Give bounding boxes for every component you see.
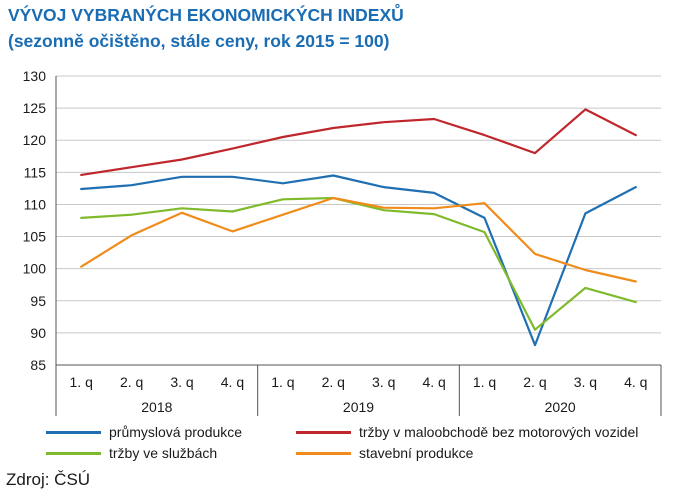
x-tick-label: 3. q <box>170 374 193 390</box>
y-tick-label: 120 <box>23 132 47 148</box>
y-tick-label: 125 <box>23 100 47 116</box>
x-tick-label: 4. q <box>221 374 244 390</box>
x-tick-label: 4. q <box>624 374 647 390</box>
y-tick-label: 100 <box>23 261 47 277</box>
y-tick-label: 90 <box>30 325 46 341</box>
x-tick-label: 3. q <box>372 374 395 390</box>
x-tick-label: 1. q <box>271 374 294 390</box>
legend-item-trzby-sluzby: tržby ve službách <box>46 445 217 461</box>
series-line <box>80 196 637 331</box>
legend-label: průmyslová produkce <box>109 424 243 440</box>
chart-title: VÝVOJ VYBRANÝCH EKONOMICKÝCH INDEXŮ <box>8 5 404 25</box>
x-tick-label: 2. q <box>120 374 143 390</box>
line-chart: 85 90 95 100 105 110 115 120 125 130 2018 2019 2020 1… <box>23 68 662 416</box>
legend-swatch <box>296 430 351 434</box>
y-tick-label: 95 <box>30 293 46 309</box>
legend-label: stavební produkce <box>359 445 474 461</box>
legend-item-prumyslova-produkce: průmyslová produkce <box>46 424 242 440</box>
y-tick-label: 130 <box>23 68 47 84</box>
legend-swatch <box>296 451 351 455</box>
y-tick-label: 85 <box>30 357 46 373</box>
x-group-label: 2019 <box>343 399 374 415</box>
legend-item-stavebni-produkce: stavební produkce <box>296 445 473 461</box>
legend-item-trzby-maloobchod: tržby v maloobchodě bez motorových vozid… <box>296 424 638 440</box>
x-tick-label: 1. q <box>70 374 93 390</box>
x-group-label: 2018 <box>141 399 172 415</box>
series-line <box>80 108 637 176</box>
x-tick-label: 3. q <box>574 374 597 390</box>
x-tick-label: 1. q <box>473 374 496 390</box>
legend-swatch <box>46 430 101 434</box>
source-note: Zdroj: ČSÚ <box>6 470 91 489</box>
x-tick-label: 4. q <box>422 374 445 390</box>
chart-subtitle: (sezonně očištěno, stále ceny, rok 2015 … <box>8 31 390 51</box>
y-tick-label: 115 <box>24 164 47 180</box>
y-tick-label: 105 <box>23 229 47 245</box>
x-group-label: 2020 <box>545 399 576 415</box>
legend-swatch <box>46 451 101 455</box>
x-tick-label: 2. q <box>523 374 546 390</box>
series-line <box>80 196 637 283</box>
y-tick-label: 110 <box>24 196 47 212</box>
x-tick-label: 2. q <box>322 374 345 390</box>
legend-label: tržby v maloobchodě bez motorových vozid… <box>359 424 639 440</box>
legend-label: tržby ve službách <box>109 445 218 461</box>
